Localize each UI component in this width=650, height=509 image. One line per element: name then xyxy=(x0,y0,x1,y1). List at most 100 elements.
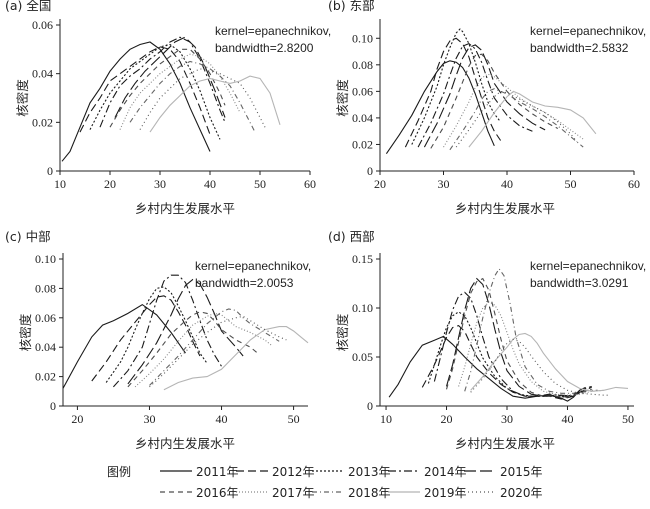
x-tick-label: 60 xyxy=(304,177,316,191)
density-line-2019年 xyxy=(149,75,281,133)
density-line-2020年 xyxy=(470,338,610,396)
x-tick-label: 40 xyxy=(216,412,228,426)
x-axis-label: 乡村内生发展水平 xyxy=(455,436,555,451)
density-line-2015年 xyxy=(445,277,592,397)
legend-item: 2018年 xyxy=(312,486,391,500)
bandwidth-annotation: kernel=epanechnikov, xyxy=(215,24,331,38)
density-line-2012年 xyxy=(79,46,211,135)
x-tick-label: 30 xyxy=(154,177,166,191)
bandwidth-annotation: kernel=epanechnikov, xyxy=(530,24,646,38)
legend-item: 2015年 xyxy=(464,465,543,479)
density-line-2012年 xyxy=(421,324,586,400)
density-lines xyxy=(385,28,597,155)
legend-label: 2013年 xyxy=(348,465,391,479)
legend: 图例 2011年 2012年 2013年 2014年 2015年 2016年 2017年 201… xyxy=(107,465,543,500)
density-line-2020年 xyxy=(139,68,266,130)
density-line-2015年 xyxy=(114,36,226,118)
bandwidth-annotation: bandwidth=3.0291 xyxy=(530,276,629,290)
x-tick-label: 50 xyxy=(254,177,266,191)
y-tick-label: 0.05 xyxy=(352,350,373,364)
legend-label: 2014年 xyxy=(424,465,467,479)
x-tick-label: 50 xyxy=(622,412,634,426)
legend-label: 2011年 xyxy=(196,465,239,479)
panel-label: (c) 中部 xyxy=(5,229,51,244)
x-tick-label: 20 xyxy=(104,177,116,191)
y-tick-label: 0 xyxy=(47,164,53,178)
density-line-2017年 xyxy=(458,301,604,396)
legend-label: 2012年 xyxy=(272,465,315,479)
y-tick-label: 0.02 xyxy=(352,137,373,151)
legend-item: 2019年 xyxy=(388,486,467,500)
y-tick-label: 0.02 xyxy=(35,370,56,384)
density-line-2014年 xyxy=(112,274,222,388)
x-tick-label: 40 xyxy=(561,412,573,426)
chart-panel-4: 10 20 30 40 50 0 0.05 0.10 0.15 乡村内生发展水平 核密度 (d) 西部… xyxy=(328,229,646,451)
chart-panel-3: 20 30 40 50 0 0.02 0.04 0.06 0.08 0.10 乡村内生发展水平 核密度… xyxy=(5,229,311,451)
legend-label: 2020年 xyxy=(500,486,543,500)
y-tick-label: 0.04 xyxy=(32,67,53,81)
density-line-2019年 xyxy=(470,332,629,392)
density-line-2014年 xyxy=(417,42,533,148)
legend-title: 图例 xyxy=(107,465,131,479)
y-tick-label: 0.15 xyxy=(352,252,373,266)
x-tick-label: 20 xyxy=(71,412,83,426)
y-axis-label: 核密度 xyxy=(18,313,33,351)
density-lines xyxy=(62,274,309,391)
x-axis-label: 乡村内生发展水平 xyxy=(135,201,235,216)
density-line-2019年 xyxy=(163,326,309,391)
x-axis-label: 乡村内生发展水平 xyxy=(455,201,555,216)
y-tick-label: 0.06 xyxy=(35,311,56,325)
legend-label: 2018年 xyxy=(348,486,391,500)
density-line-2018年 xyxy=(149,308,280,386)
density-line-2013年 xyxy=(89,43,221,140)
y-tick-label: 0.06 xyxy=(32,18,53,32)
y-tick-label: 0.10 xyxy=(352,31,373,45)
density-line-2013年 xyxy=(427,311,586,398)
x-axis-label: 乡村内生发展水平 xyxy=(135,436,235,451)
y-axis-label: 核密度 xyxy=(335,79,350,117)
x-tick-label: 20 xyxy=(374,177,386,191)
density-line-2017年 xyxy=(119,53,241,130)
legend-label: 2016年 xyxy=(196,486,239,500)
chart-panel-2: 20 30 40 50 60 0 0.02 0.04 0.06 0.08 0.10 乡村内生发展水平 核… xyxy=(328,0,646,216)
legend-item: 2016年 xyxy=(160,486,239,500)
density-line-2013年 xyxy=(411,28,502,145)
density-line-2016年 xyxy=(109,48,226,128)
legend-label: 2019年 xyxy=(424,486,467,500)
y-tick-label: 0.04 xyxy=(35,340,56,354)
panels: 10 20 30 40 50 6000.020.040.06乡村内生发展水平核密度(a) … xyxy=(5,0,646,451)
y-tick-label: 0.08 xyxy=(352,58,373,72)
panel-label: (a) 全国 xyxy=(5,0,51,13)
density-line-2012年 xyxy=(404,37,502,148)
legend-item: 2017年 xyxy=(236,486,315,500)
density-line-2011年 xyxy=(385,60,495,155)
bandwidth-annotation: bandwidth=2.8200 xyxy=(215,41,314,55)
x-tick-label: 20 xyxy=(441,412,453,426)
legend-item: 2012年 xyxy=(236,465,315,479)
x-tick-label: 30 xyxy=(501,412,513,426)
density-line-2018年 xyxy=(464,267,598,394)
chart-panel-1: 10 20 30 40 50 60 0 0.02 0.04 0.06 乡村内生发展水平 核密度 (a) … xyxy=(5,0,331,216)
panel-label: (d) 西部 xyxy=(328,229,375,244)
x-tick-label: 30 xyxy=(143,412,155,426)
x-tick-label: 30 xyxy=(438,177,450,191)
density-line-2020年 xyxy=(149,315,287,388)
legend-item: 2011年 xyxy=(160,465,239,479)
y-tick-label: 0 xyxy=(50,399,56,413)
density-line-2015年 xyxy=(423,44,546,148)
density-lines xyxy=(61,36,281,162)
x-tick-label: 40 xyxy=(501,177,513,191)
density-line-2011年 xyxy=(61,41,211,162)
legend-item: 2014年 xyxy=(388,465,467,479)
legend-label: 2017年 xyxy=(272,486,315,500)
legend-label: 2015年 xyxy=(500,465,543,479)
y-tick-label: 0.08 xyxy=(35,281,56,295)
bandwidth-annotation: kernel=epanechnikov, xyxy=(195,259,311,273)
density-line-2017年 xyxy=(134,312,273,388)
density-line-2017年 xyxy=(443,73,584,148)
y-axis-label: 核密度 xyxy=(15,79,30,117)
x-tick-label: 40 xyxy=(204,177,216,191)
panel-label: (b) 东部 xyxy=(328,0,375,13)
x-tick-label: 50 xyxy=(565,177,577,191)
